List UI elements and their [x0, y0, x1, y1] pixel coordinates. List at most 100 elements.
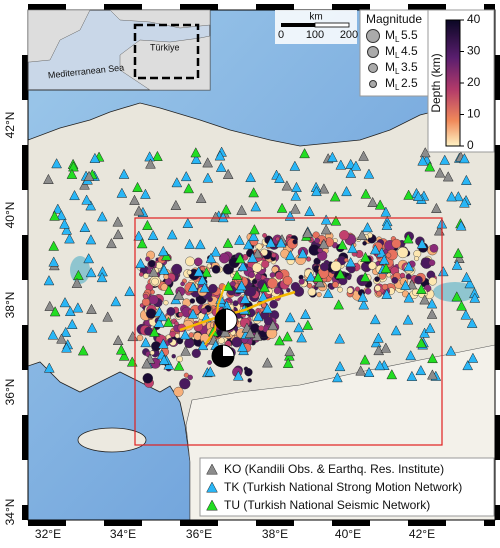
- earthquake: [254, 273, 262, 280]
- station: [243, 239, 254, 250]
- earthquake: [186, 269, 192, 275]
- station: [426, 308, 438, 319]
- earthquake: [245, 286, 257, 297]
- earthquake: [374, 276, 380, 282]
- x-tick-label: 38°E: [262, 527, 288, 541]
- station: [276, 202, 288, 213]
- station: [248, 187, 260, 198]
- station: [43, 275, 55, 286]
- station: [341, 185, 352, 197]
- x-tick-label: 40°E: [335, 527, 361, 541]
- station: [64, 233, 75, 244]
- station: [302, 319, 314, 330]
- earthquake: [252, 262, 262, 273]
- station: [274, 172, 285, 183]
- colorbar-tick-label: 20: [467, 75, 481, 89]
- earthquake: [174, 333, 180, 339]
- station: [400, 279, 411, 290]
- station: [59, 297, 71, 308]
- y-tick-label: 34°N: [3, 499, 17, 526]
- station: [314, 277, 326, 288]
- station: [96, 271, 108, 283]
- earthquake: [185, 256, 195, 267]
- station: [249, 224, 260, 235]
- scale-label: 0: [278, 29, 284, 41]
- legend-symbol: [369, 80, 377, 88]
- station: [222, 237, 234, 248]
- earthquake: [428, 259, 436, 267]
- earthquake: [252, 279, 258, 285]
- earthquake: [148, 294, 159, 305]
- station: [402, 233, 414, 244]
- colorbar-label: Depth (km): [429, 53, 443, 112]
- frame-tick: [495, 325, 500, 370]
- scale-segment: [314, 22, 350, 28]
- frame-tick: [22, 505, 28, 520]
- station: [140, 336, 152, 348]
- station: [47, 329, 59, 340]
- station: [222, 168, 234, 179]
- frame-tick: [28, 520, 66, 526]
- frame-tick: [22, 325, 28, 370]
- station: [133, 230, 145, 241]
- earthquake: [405, 273, 412, 280]
- station: [419, 294, 431, 305]
- legend-symbol: [206, 499, 218, 511]
- station: [262, 357, 273, 368]
- frame-tick: [104, 4, 142, 10]
- colorbar-tick-label: 0: [467, 138, 474, 152]
- station: [156, 310, 168, 322]
- legend-label: TK (Turkish National Strong Motion Netwo…: [224, 480, 462, 494]
- earthquake: [320, 262, 329, 272]
- earthquake: [218, 252, 230, 264]
- frame-tick: [484, 520, 495, 526]
- earthquake: [368, 261, 377, 270]
- station: [300, 308, 311, 319]
- station: [166, 229, 178, 240]
- earthquake: [269, 272, 276, 278]
- earthquake: [149, 350, 155, 356]
- station: [302, 227, 313, 238]
- station: [367, 196, 379, 208]
- station: [201, 266, 212, 278]
- station: [334, 268, 346, 279]
- earthquake: [163, 300, 169, 306]
- legend-value: 3.5: [401, 60, 418, 74]
- earthquake: [330, 260, 342, 272]
- station: [232, 370, 244, 381]
- station: [334, 360, 346, 372]
- earthquake: [194, 257, 203, 266]
- legend-symbol: [368, 63, 378, 73]
- station: [318, 238, 330, 249]
- legend-subscript: L: [395, 35, 400, 44]
- fault-rupture: [179, 290, 296, 332]
- station: [285, 249, 296, 261]
- inset-land: [119, 35, 211, 91]
- station: [124, 285, 136, 297]
- legend-symbol-label: M: [385, 76, 395, 90]
- station: [380, 206, 392, 217]
- frame-tick: [180, 520, 218, 526]
- earthquake: [136, 334, 144, 342]
- inset-land: [27, 9, 91, 63]
- station: [381, 219, 393, 230]
- station: [237, 341, 248, 352]
- station: [85, 234, 97, 245]
- legend-symbol: [206, 463, 218, 475]
- station: [157, 338, 169, 349]
- station: [48, 240, 60, 251]
- station: [356, 229, 368, 240]
- scale-bar: km 0 100 200: [275, 10, 358, 44]
- station: [190, 153, 202, 164]
- station: [334, 333, 346, 344]
- station: [52, 203, 64, 214]
- station: [464, 278, 476, 289]
- station: [163, 284, 175, 295]
- earthquake: [148, 260, 156, 268]
- frame-ticks: [22, 4, 500, 526]
- earthquake: [262, 233, 267, 238]
- earthquake: [143, 272, 149, 279]
- earthquake: [399, 272, 406, 279]
- station: [259, 281, 270, 293]
- station: [142, 219, 153, 230]
